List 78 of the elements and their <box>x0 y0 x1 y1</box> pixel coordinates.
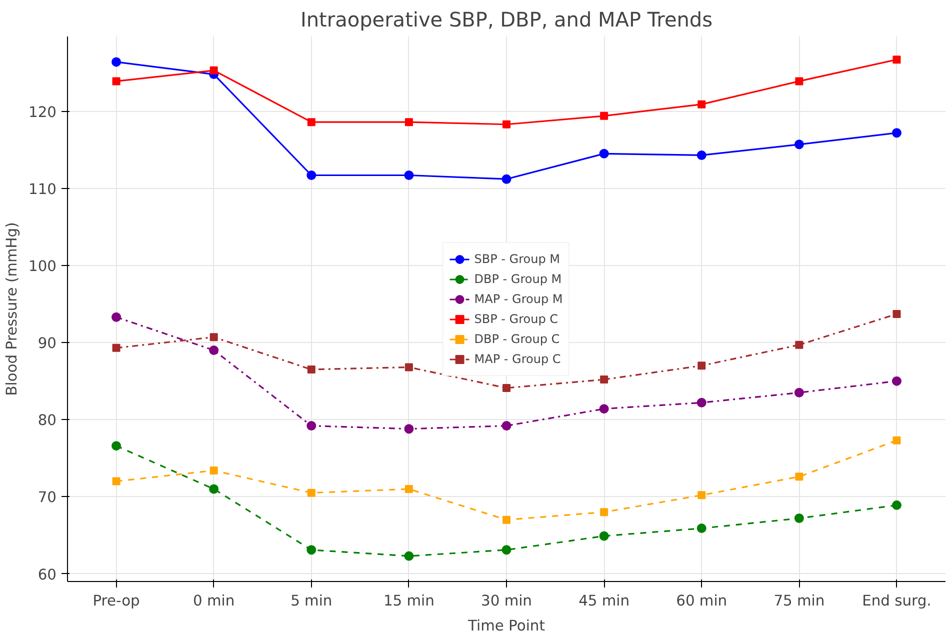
point <box>892 128 902 138</box>
y-tick-label: 100 <box>28 258 57 275</box>
point <box>404 170 414 180</box>
point <box>696 398 706 408</box>
point <box>600 508 608 516</box>
legend-label: MAP - Group C <box>474 352 561 366</box>
point <box>112 441 122 451</box>
point <box>795 77 804 86</box>
x-tick-label: 0 min <box>193 592 235 610</box>
point <box>210 66 218 74</box>
point <box>306 170 316 180</box>
point <box>600 376 608 384</box>
point <box>892 500 902 510</box>
point <box>112 77 120 86</box>
x-tick-label: End surg. <box>862 592 932 610</box>
legend-label: DBP - Group M <box>474 272 562 286</box>
point <box>795 340 804 349</box>
y-axis-title: Blood Pressure (mmHg) <box>4 222 21 396</box>
point <box>698 362 706 370</box>
x-tick-label: 30 min <box>481 592 532 610</box>
point <box>794 140 804 150</box>
point <box>209 346 219 355</box>
legend-label: MAP - Group M <box>474 292 563 306</box>
point <box>698 491 706 500</box>
x-tick-label: 15 min <box>383 592 434 610</box>
point <box>502 421 512 431</box>
point <box>892 436 901 444</box>
legend-label: SBP - Group M <box>474 252 560 266</box>
point <box>892 310 901 318</box>
point <box>599 531 609 541</box>
point <box>112 312 122 322</box>
point <box>306 545 316 555</box>
point <box>112 477 120 486</box>
point <box>794 514 804 524</box>
x-axis-title: Time Point <box>467 618 546 634</box>
point <box>698 100 706 108</box>
point <box>502 120 510 128</box>
point <box>112 344 120 352</box>
point <box>209 484 219 494</box>
point <box>794 388 804 398</box>
x-tick-label: 75 min <box>774 592 825 610</box>
point <box>210 466 218 474</box>
point <box>307 488 316 497</box>
point <box>307 366 316 374</box>
point <box>502 516 510 524</box>
point <box>892 376 902 386</box>
point <box>696 150 706 160</box>
x-tick-label: 60 min <box>676 592 728 610</box>
y-tick-label: 80 <box>38 412 57 430</box>
point <box>404 551 414 561</box>
legend-label: SBP - Group C <box>474 312 558 326</box>
point <box>112 57 122 67</box>
point <box>502 174 512 184</box>
point <box>210 333 218 342</box>
point <box>404 118 413 126</box>
point <box>404 424 414 434</box>
y-tick-label: 60 <box>38 566 57 584</box>
point <box>306 421 316 431</box>
y-tick-label: 70 <box>38 489 57 506</box>
x-tick-label: 45 min <box>578 592 630 610</box>
x-tick-label: 5 min <box>290 592 332 610</box>
point <box>696 524 706 534</box>
point <box>404 363 413 372</box>
point <box>795 472 804 481</box>
y-tick-label: 110 <box>28 180 57 198</box>
y-tick-label: 90 <box>38 335 57 352</box>
point <box>599 404 609 414</box>
chart-title: Intraoperative SBP, DBP, and MAP Trends <box>300 8 713 32</box>
point <box>600 112 608 120</box>
legend-label: DBP - Group C <box>474 332 560 346</box>
x-tick-label: Pre-op <box>92 592 140 610</box>
point <box>892 56 901 64</box>
point <box>404 484 413 493</box>
point <box>502 545 512 555</box>
y-tick-label: 120 <box>28 104 57 121</box>
point <box>502 384 510 392</box>
point <box>599 148 609 158</box>
point <box>307 118 316 126</box>
